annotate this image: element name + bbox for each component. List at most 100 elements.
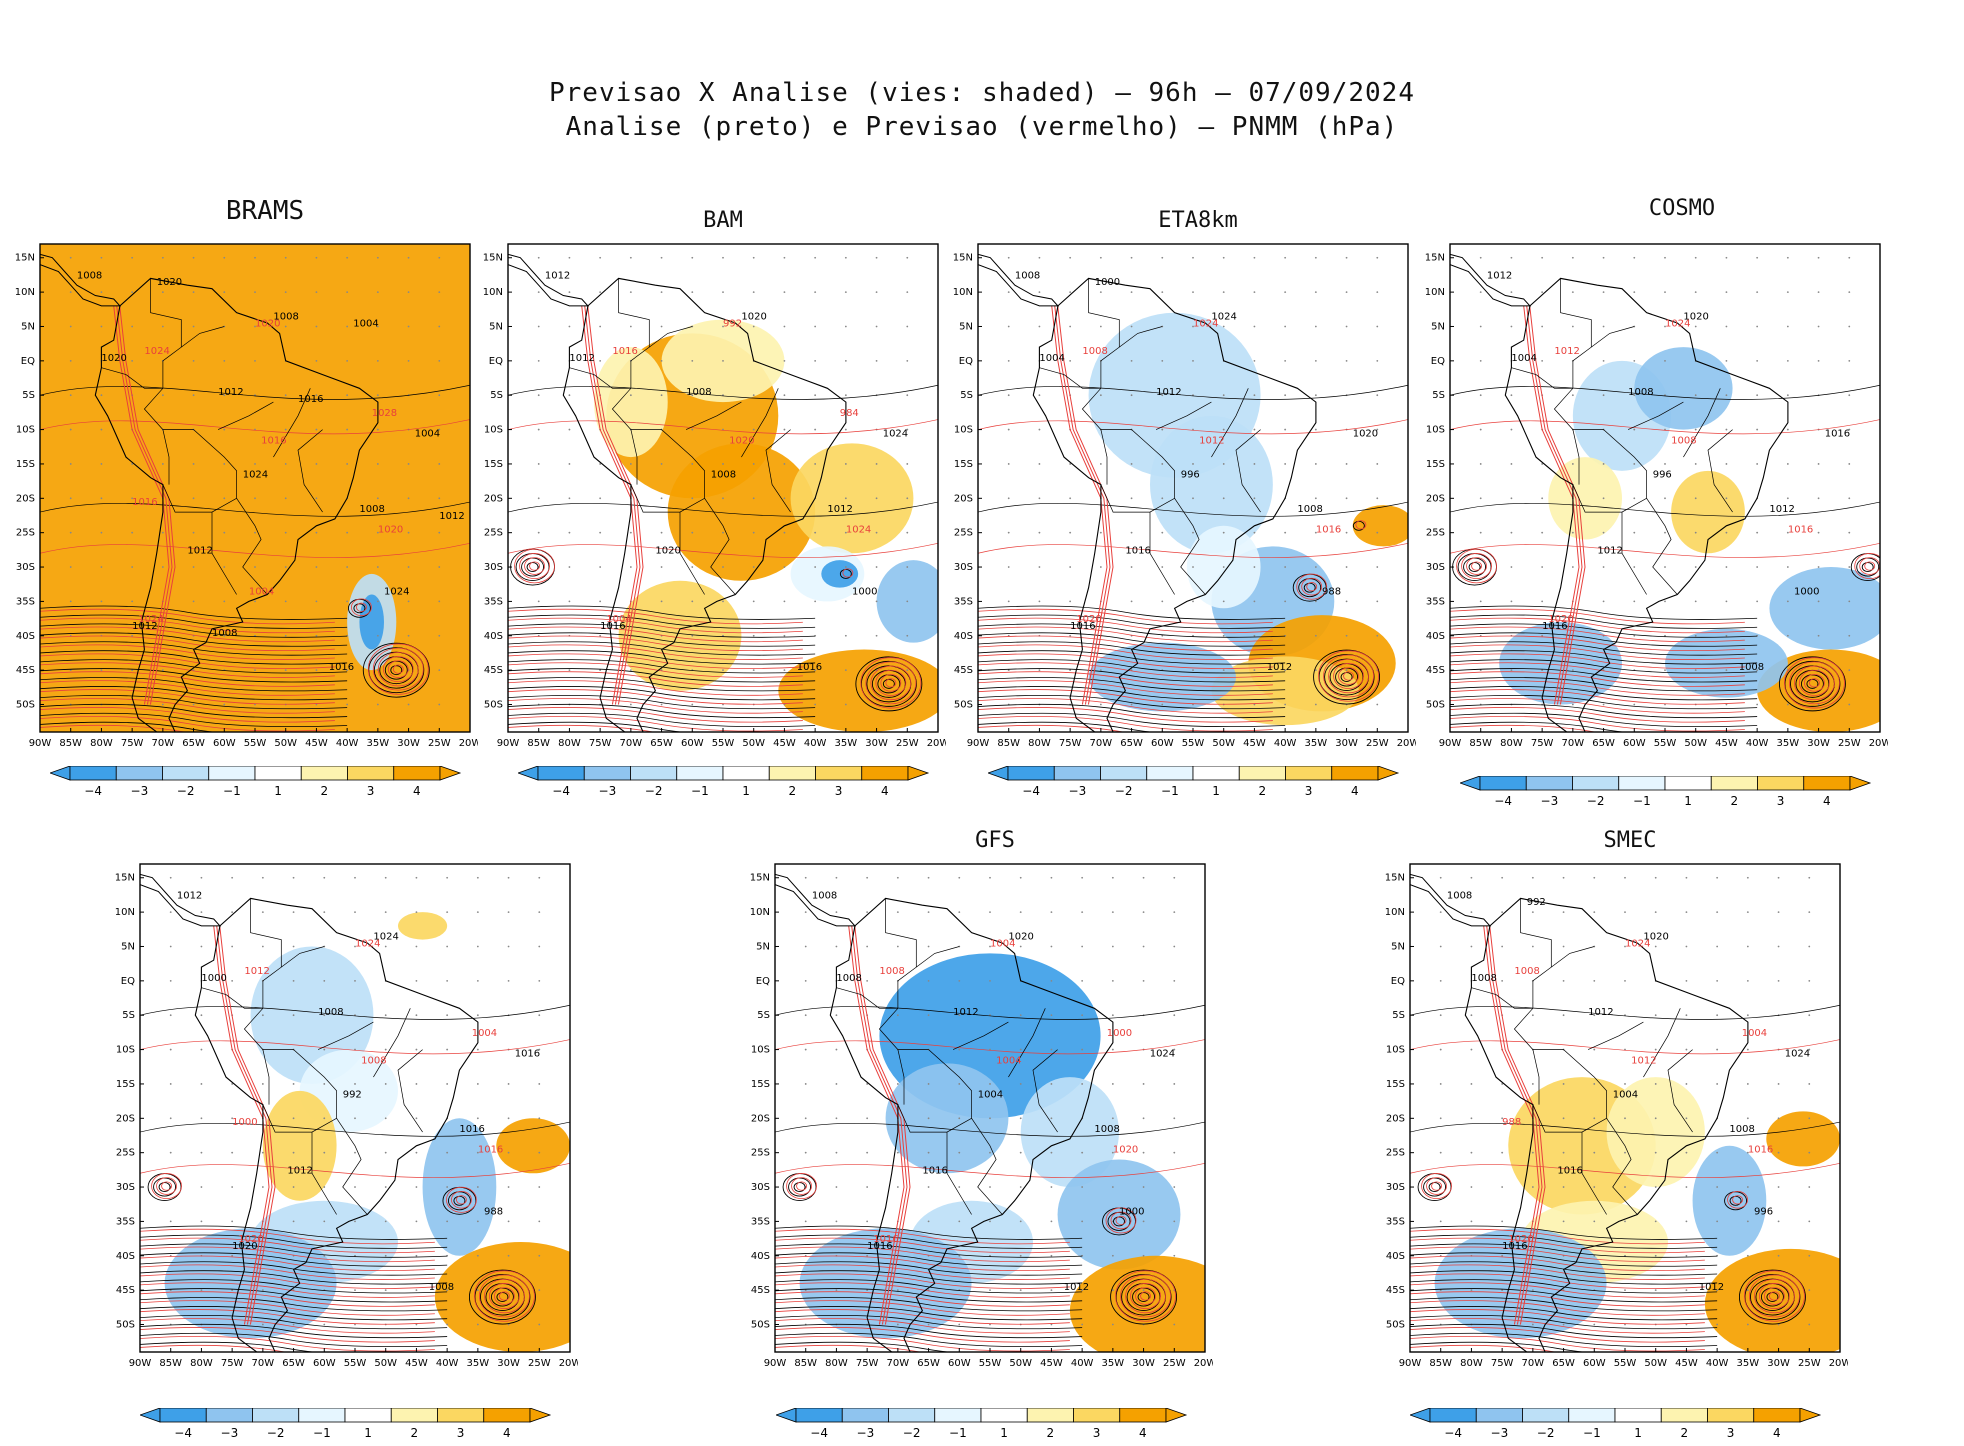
- colorbar-tick-label: −4: [552, 784, 570, 798]
- country-border: [162, 429, 170, 485]
- lon-tick-label: 65W: [917, 1358, 940, 1369]
- isobar-label-analysis: 1008: [359, 504, 384, 515]
- lat-tick-label: 15S: [16, 459, 35, 470]
- lon-tick-label: 45W: [305, 738, 328, 749]
- isobar-label-forecast: 984: [840, 408, 859, 419]
- lat-tick-label: 10S: [954, 425, 973, 436]
- colorbar-tick-label: −2: [903, 1426, 921, 1440]
- isobar-label-analysis: 1016: [1125, 545, 1150, 556]
- map-panel-cosmo: 1012 1008 1012 1016 1020 1016 1012 1008 1004 996 1…: [1410, 240, 1888, 758]
- lon-tick-label: 80W: [190, 1358, 213, 1369]
- isobar-label-analysis: 1000: [1794, 587, 1819, 598]
- isobar-label-forecast: 1016: [873, 1234, 898, 1245]
- lat-tick-label: EQ: [1431, 356, 1445, 367]
- lon-tick-label: 75W: [121, 738, 144, 749]
- country-border: [1646, 498, 1678, 595]
- isobar-label-analysis: 1024: [373, 932, 398, 943]
- colorbar-swatch: [1429, 1407, 1477, 1423]
- colorbar-tick-label: −3: [857, 1426, 875, 1440]
- country-border: [217, 401, 274, 430]
- lon-tick-label: 20W: [927, 738, 946, 749]
- panel-title-bam: BAM: [703, 208, 743, 233]
- lon-tick-label: 60W: [948, 1358, 971, 1369]
- colorbar-bam: −4 −3 −2 −1 1 2 3 4: [516, 765, 948, 804]
- country-border: [1471, 987, 1533, 1009]
- colorbar-tick-label: −4: [1494, 794, 1512, 808]
- isobar-label-analysis: 1012: [953, 1007, 978, 1018]
- colorbar-swatch: [1026, 1407, 1074, 1423]
- colorbar-tick-label: 3: [1727, 1426, 1735, 1440]
- isobar-label-analysis: 1016: [922, 1165, 947, 1176]
- lon-tick-label: 70W: [1522, 1358, 1545, 1369]
- country-border: [1707, 429, 1733, 513]
- country-border: [1511, 367, 1573, 389]
- map-panel-brams: 1008 1012 1008 1012 1008 1004 1012 1016 1020 1024…: [0, 240, 478, 758]
- lon-tick-label: 40W: [804, 738, 827, 749]
- lon-tick-label: 25W: [1163, 1358, 1186, 1369]
- isobar-label-analysis: 1016: [1502, 1241, 1527, 1252]
- colorbar-tick-label: 4: [413, 784, 421, 798]
- isobar-label-analysis: 1012: [545, 270, 570, 281]
- lat-tick-label: 40S: [1386, 1251, 1405, 1262]
- bias-area: [359, 594, 385, 650]
- isobar-label-forecast: 1004: [996, 1055, 1021, 1066]
- isobar-label-forecast: 1008: [361, 1055, 386, 1066]
- isobar-label-forecast: 1000: [1107, 1028, 1132, 1039]
- lat-tick-label: 25S: [116, 1148, 135, 1159]
- colorbar-swatch: [483, 1407, 531, 1423]
- isobar-label-analysis: 996: [1754, 1207, 1773, 1218]
- colorbar-swatch: [437, 1407, 485, 1423]
- isobar-label-forecast: 1008: [879, 966, 904, 977]
- lat-tick-label: 15N: [953, 253, 973, 264]
- isobar-label-analysis: 1016: [298, 394, 323, 405]
- lat-tick-label: 25S: [751, 1148, 770, 1159]
- isobar-label-analysis: 1004: [1511, 353, 1536, 364]
- lon-tick-label: 30W: [865, 738, 888, 749]
- isobar-label-analysis: 1008: [77, 270, 102, 281]
- colorbar-swatch: [205, 1407, 253, 1423]
- isobar-label-forecast: 1004: [606, 614, 631, 625]
- lat-tick-label: 30S: [751, 1182, 770, 1193]
- lat-tick-label: 5N: [959, 321, 973, 332]
- colorbar-tick-label: 2: [1681, 1426, 1689, 1440]
- lat-tick-label: 10S: [16, 425, 35, 436]
- lat-tick-label: EQ: [121, 976, 135, 987]
- lat-tick-label: 5N: [21, 321, 35, 332]
- isobar-label-forecast: 992: [723, 318, 742, 329]
- colorbar-swatch: [1660, 1407, 1708, 1423]
- country-border: [101, 367, 163, 389]
- lon-tick-label: 20W: [1829, 1358, 1848, 1369]
- lon-tick-label: 45W: [1715, 738, 1738, 749]
- isobar-label-analysis: 1008: [429, 1282, 454, 1293]
- lon-tick-label: 65W: [1592, 738, 1615, 749]
- isobar-label-analysis: 1008: [273, 312, 298, 323]
- coastline-south-america: [1504, 277, 1789, 732]
- bias-area: [1150, 415, 1273, 554]
- map-panel-smec: 1008 1012 1008 1016 1020 1024 1016 1012 1008 1004…: [1370, 860, 1848, 1378]
- lon-tick-label: 25W: [1366, 738, 1389, 749]
- lon-tick-label: 70W: [887, 1358, 910, 1369]
- isobar-label-analysis: 1000: [201, 973, 226, 984]
- colorbar-swatch: [1285, 765, 1333, 781]
- country-border: [836, 987, 898, 1009]
- lat-tick-label: 15N: [483, 253, 503, 264]
- bias-area: [1057, 1159, 1181, 1270]
- isobar-label-forecast: 1024: [144, 346, 169, 357]
- colorbar-tick-label: −1: [949, 1426, 967, 1440]
- lon-tick-label: 50W: [742, 738, 765, 749]
- bias-area: [434, 1242, 570, 1352]
- colorbar-tick-label: −1: [1583, 1426, 1601, 1440]
- country-border: [741, 388, 779, 458]
- lon-tick-label: 50W: [274, 738, 297, 749]
- lon-tick-label: 40W: [436, 1358, 459, 1369]
- lat-tick-label: 10N: [750, 907, 770, 918]
- lat-tick-label: 15S: [116, 1079, 135, 1090]
- map-panel-eta8km: 1008 1012 1008 1016 1024 1020 1016 1012 1004 996 9…: [938, 240, 1416, 758]
- lat-tick-label: 10N: [953, 287, 973, 298]
- coastline-south-america: [829, 897, 1114, 1352]
- lon-tick-label: 90W: [1439, 738, 1462, 749]
- lon-tick-label: 20W: [459, 738, 478, 749]
- lat-tick-label: 5S: [757, 1010, 770, 1021]
- isobar-label-analysis: 1008: [1729, 1124, 1754, 1135]
- lon-tick-label: 55W: [712, 738, 735, 749]
